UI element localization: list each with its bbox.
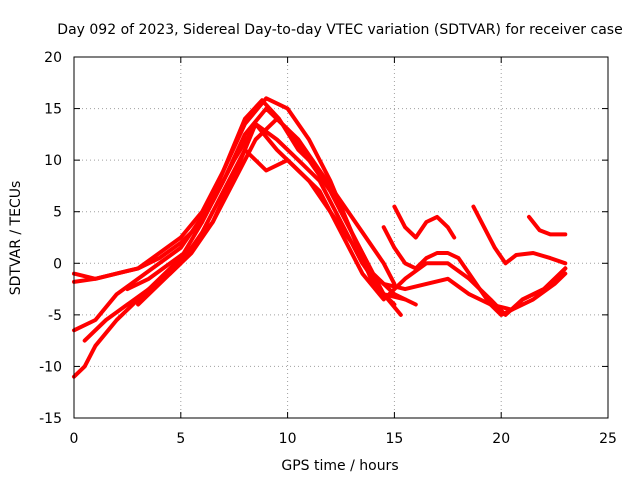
x-tick-label: 5 (176, 431, 185, 447)
series-line-track-10 (471, 204, 568, 266)
plot-frame (73, 56, 609, 419)
y-tick-label: -5 (48, 308, 62, 324)
series-line-track-11 (527, 214, 568, 237)
y-tick-label: 10 (44, 153, 62, 169)
series-line-track-7 (136, 147, 568, 312)
series-line-track-9 (392, 204, 457, 240)
chart-title: Day 092 of 2023, Sidereal Day-to-day VTE… (57, 22, 622, 38)
series-line-track-8 (381, 225, 568, 317)
grid-layer (74, 57, 608, 418)
y-tick-label: 0 (53, 256, 62, 272)
tick-layer: 0 5 10 15 20 25 -15 -10 -5 0 5 10 15 20 (39, 50, 617, 447)
series-line-track-5 (82, 116, 403, 343)
series-line-track-2 (72, 98, 397, 286)
y-tick-label: 15 (44, 102, 62, 118)
x-tick-label: 15 (385, 431, 403, 447)
series-line-track-3 (72, 122, 408, 333)
y-tick-label: -10 (39, 359, 62, 375)
x-axis-label: GPS time / hours (281, 458, 398, 474)
y-tick-label: 20 (44, 50, 62, 66)
x-tick-label: 20 (492, 431, 510, 447)
series-layer (72, 96, 568, 379)
y-tick-label: -15 (39, 411, 62, 427)
y-tick-label: 5 (53, 205, 62, 221)
x-tick-label: 0 (70, 431, 79, 447)
x-tick-label: 25 (599, 431, 617, 447)
x-tick-label: 10 (279, 431, 297, 447)
y-axis-label: SDTVAR / TECUs (8, 181, 24, 296)
